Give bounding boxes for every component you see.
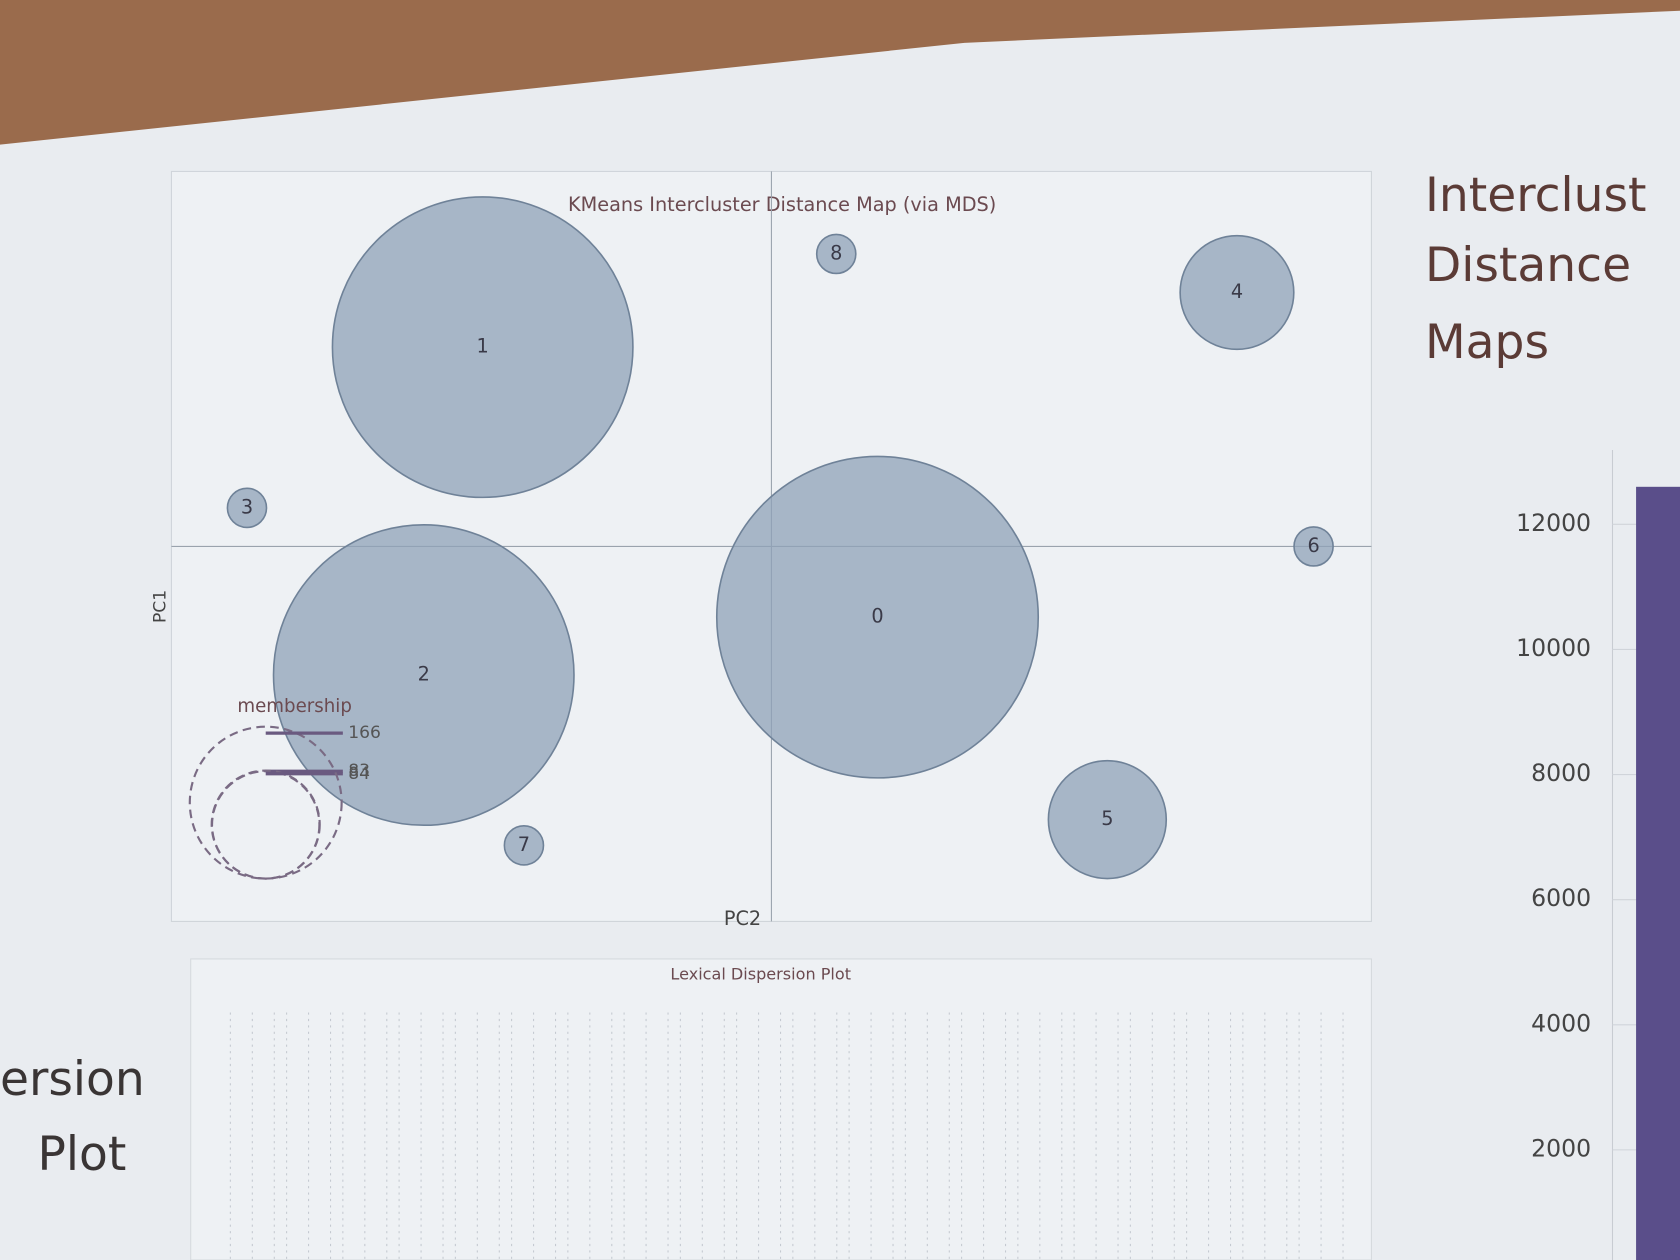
cluster-bubble [272,523,575,827]
heading-line: Maps [1425,315,1549,370]
legend-label: 84 [348,764,370,784]
legend-title: membership [237,696,352,717]
legend-label: 166 [348,723,381,743]
cluster-bubble [715,455,1040,779]
y-tick-label: 10000 [1516,634,1591,662]
cluster-label: 3 [241,495,253,518]
cluster-bubble [331,196,634,499]
cluster-label: 0 [871,605,883,628]
legend-label: 83 [348,761,370,781]
chart-title: Lexical Dispersion Plot [670,964,851,983]
cluster-label: 7 [518,833,530,856]
cluster-bubble [226,487,268,529]
y-tick-label: 12000 [1516,509,1591,537]
cluster-label: 2 [418,663,430,686]
cluster-label: 1 [477,335,489,358]
bar [1636,486,1680,1260]
cluster-label: 5 [1101,807,1113,830]
legend-circle [188,725,343,880]
chart-title: KMeans Intercluster Distance Map (via MD… [568,193,996,216]
heading-line: Distance [1425,238,1631,293]
cluster-bubble [1293,526,1334,567]
y-tick-label: 6000 [1531,884,1591,912]
cluster-bubble [815,233,857,275]
y-tick-label: 4000 [1531,1009,1591,1037]
cluster-label: 6 [1307,534,1319,557]
dispersion-decoration [229,1012,1344,1260]
cluster-bubble [1179,234,1295,351]
ceiling [0,0,1680,145]
side-label: Plot [38,1127,127,1182]
y-tick-label: 8000 [1531,759,1591,787]
cluster-bubble [503,825,545,866]
cluster-label: 8 [830,241,842,264]
x-axis-label: PC2 [724,907,761,930]
cluster-label: 4 [1231,280,1243,303]
y-tick-label: 2000 [1531,1134,1591,1162]
y-axis-label: PC1 [151,590,171,623]
dispersion-frame [190,958,1372,1260]
cluster-bubble [1047,759,1168,880]
heading-line: Interclust [1425,168,1646,223]
side-label: ersion [0,1052,145,1107]
